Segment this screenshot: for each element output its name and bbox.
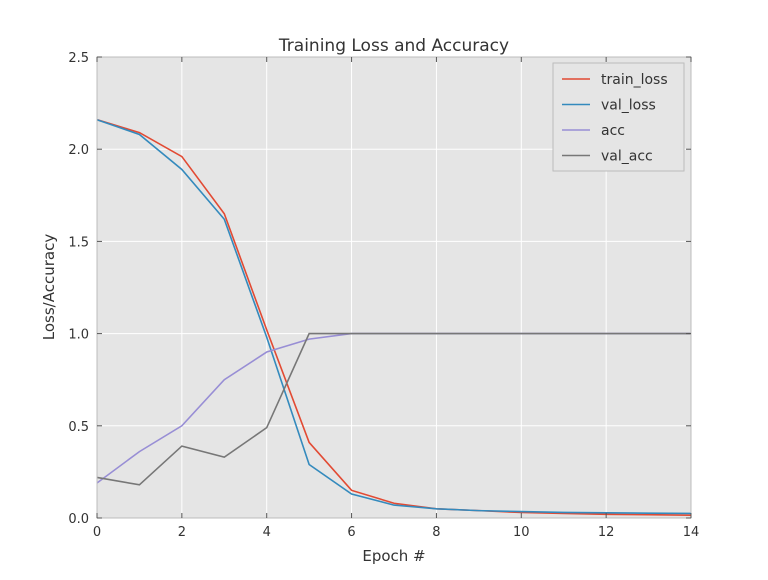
- series-line-val_loss: [96, 118, 692, 515]
- x-tick-label: 6: [347, 525, 355, 540]
- x-tick-label: 4: [263, 525, 271, 540]
- legend-label: acc: [601, 123, 625, 139]
- series-line-val_acc: [96, 332, 691, 486]
- x-tick-label: 12: [598, 525, 615, 540]
- legend-label: val_acc: [601, 149, 653, 165]
- x-tick-label: 14: [683, 525, 700, 540]
- x-tick-label: 0: [93, 525, 101, 540]
- series-line-train_loss: [96, 118, 692, 517]
- y-tick-label: 1.5: [68, 235, 89, 250]
- x-tick-label: 2: [178, 525, 186, 540]
- y-axis-label: Loss/Accuracy: [40, 234, 58, 341]
- y-tick-label: 0.0: [68, 512, 89, 527]
- legend-label: train_loss: [601, 72, 668, 88]
- y-tick-label: 0.5: [68, 420, 89, 435]
- legend-box: [552, 62, 685, 172]
- y-tick-label: 1.0: [68, 328, 89, 343]
- plot-frame: [96, 56, 692, 519]
- x-axis-label: Epoch #: [362, 547, 425, 565]
- series-lines: [96, 118, 692, 517]
- y-tick-label: 2.5: [68, 51, 89, 66]
- chart-title: Training Loss and Accuracy: [278, 36, 509, 56]
- x-tick-label: 10: [513, 525, 530, 540]
- x-tick-label: 8: [432, 525, 440, 540]
- legend-label: val_loss: [601, 98, 656, 114]
- ticks: 0 2 4 6 8 10 12 14 0.0 0.5 1.0 1.5 2.0 2.5: [68, 51, 699, 540]
- y-tick-label: 2.0: [68, 143, 89, 158]
